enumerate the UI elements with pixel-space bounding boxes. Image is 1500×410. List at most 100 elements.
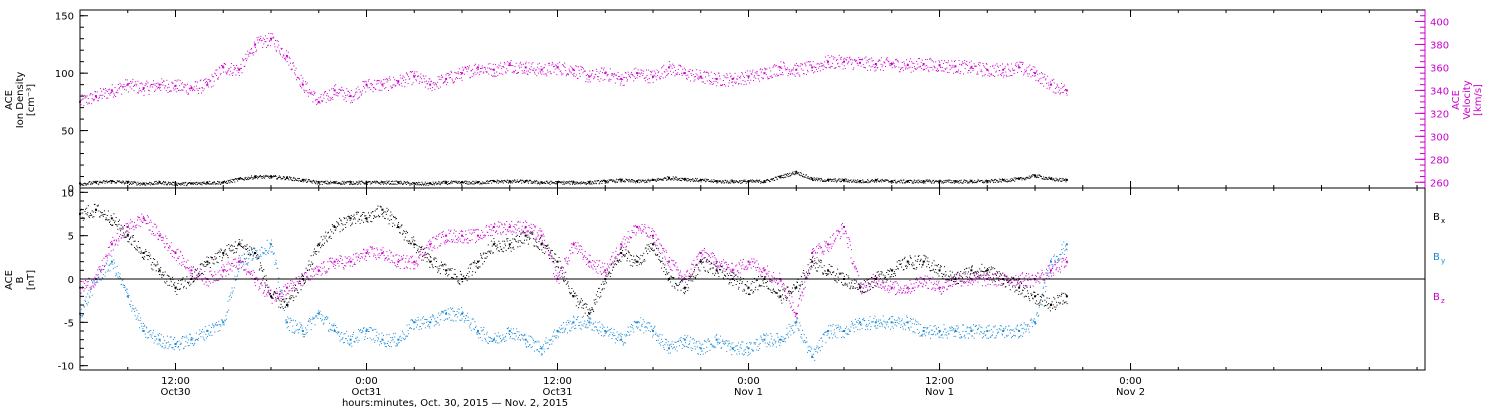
- velocity-series-point: [886, 58, 888, 60]
- velocity-series-point: [725, 85, 727, 87]
- density-series-point: [432, 184, 434, 186]
- by-series-point: [646, 322, 648, 324]
- velocity-series-point: [1009, 70, 1011, 72]
- velocity-series: [79, 32, 1068, 107]
- velocity-series-point: [618, 78, 620, 80]
- density-series-point: [894, 179, 896, 181]
- by-series-point: [688, 343, 690, 345]
- density-series-point: [849, 180, 851, 182]
- by-series-point: [667, 347, 670, 350]
- by-series-point: [745, 351, 747, 353]
- density-series-point: [1009, 178, 1011, 180]
- velocity-series-point: [454, 71, 456, 73]
- density-series-point: [422, 183, 424, 185]
- velocity-series-point: [420, 73, 422, 75]
- density-series-point: [969, 181, 971, 183]
- by-series-point: [606, 330, 608, 332]
- velocity-series-point: [405, 79, 407, 81]
- velocity-series-point: [1014, 64, 1016, 66]
- velocity-series-point: [805, 74, 807, 76]
- by-series-point: [629, 334, 631, 336]
- density-series-point: [664, 177, 666, 179]
- velocity-series-point: [917, 58, 919, 60]
- density-series-point: [931, 180, 933, 182]
- velocity-series-point: [418, 75, 420, 77]
- by-series-point: [423, 322, 425, 324]
- by-series-point: [372, 329, 374, 331]
- density-series-point: [738, 181, 740, 183]
- density-series-point: [165, 184, 167, 186]
- by-series-point: [584, 326, 586, 328]
- density-series-point: [1009, 180, 1011, 182]
- density-series-point: [346, 181, 348, 183]
- velocity-series-point: [952, 72, 954, 74]
- by-series-point: [354, 341, 356, 343]
- velocity-series-point: [891, 67, 893, 69]
- by-series-point: [114, 266, 116, 268]
- by-series-point: [520, 339, 522, 341]
- velocity-series-point: [1058, 86, 1060, 88]
- by-series-point: [632, 328, 634, 330]
- density-series-point: [885, 179, 887, 181]
- by-series-point: [262, 253, 264, 255]
- velocity-series-point: [811, 69, 813, 71]
- by-series-point: [186, 337, 188, 339]
- by-series-point: [639, 329, 641, 331]
- velocity-series-point: [991, 65, 993, 67]
- by-series-point: [452, 310, 454, 312]
- velocity-series-point: [188, 92, 190, 94]
- velocity-series-point: [457, 71, 459, 73]
- by-series-point: [763, 338, 766, 341]
- by-series-point: [695, 342, 697, 344]
- velocity-series-point: [303, 89, 305, 91]
- density-series-point: [218, 182, 220, 184]
- velocity-series-point: [864, 57, 866, 59]
- by-series-point: [517, 336, 519, 338]
- velocity-series-point: [173, 89, 175, 91]
- by-series-point: [765, 333, 767, 335]
- velocity-series-point: [885, 59, 887, 61]
- by-series-point: [127, 297, 129, 299]
- velocity-series-point: [837, 62, 839, 64]
- by-series-point: [668, 352, 670, 354]
- by-series-point: [349, 343, 351, 345]
- by-series-point: [263, 252, 265, 254]
- velocity-series-point: [537, 72, 539, 74]
- by-series-point: [762, 341, 764, 343]
- density-series-point: [205, 182, 207, 184]
- density-series-point: [424, 181, 426, 183]
- density-series-point: [789, 172, 791, 174]
- velocity-series-point: [818, 67, 820, 69]
- density-series-point: [980, 180, 982, 182]
- velocity-series-point: [785, 69, 787, 71]
- velocity-series-point: [965, 64, 967, 66]
- density-series-point: [778, 175, 780, 177]
- by-series-point: [320, 313, 322, 315]
- velocity-series-point: [442, 82, 444, 84]
- by-series-point: [661, 334, 663, 336]
- density-series-point: [961, 182, 963, 184]
- by-series-point: [170, 344, 172, 346]
- velocity-series-point: [117, 92, 119, 94]
- density-series-point: [904, 182, 906, 184]
- velocity-series-point: [534, 71, 536, 73]
- velocity-series-point: [747, 75, 750, 78]
- density-series-point: [204, 183, 206, 185]
- velocity-series-point: [902, 69, 904, 71]
- by-series-point: [164, 345, 166, 347]
- by-series-point: [353, 340, 355, 342]
- by-series-point: [394, 336, 396, 338]
- velocity-series-point: [819, 66, 821, 68]
- by-series-point: [575, 318, 577, 320]
- density-series-point: [225, 180, 227, 182]
- velocity-series-point: [1034, 75, 1036, 77]
- velocity-series-point: [909, 66, 911, 68]
- density-series-point: [903, 182, 905, 184]
- density-series-point: [273, 175, 275, 177]
- velocity-series-point: [1030, 76, 1032, 78]
- velocity-series-point: [261, 40, 263, 42]
- by-series-point: [363, 327, 365, 329]
- by-series-point: [656, 339, 658, 341]
- by-series-point: [559, 327, 561, 329]
- by-series-point: [468, 325, 470, 327]
